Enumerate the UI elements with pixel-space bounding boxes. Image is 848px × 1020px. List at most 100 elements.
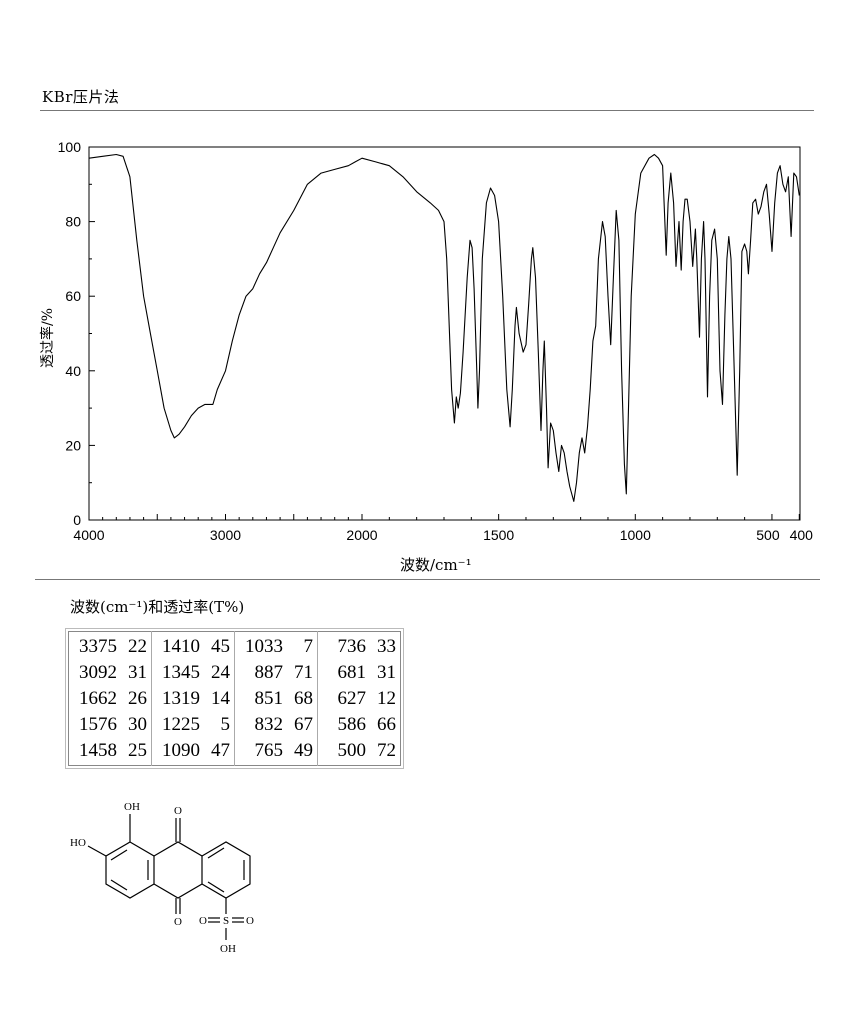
o-left-label: O bbox=[199, 915, 207, 927]
peak-transmittance: 49 bbox=[294, 740, 313, 761]
peak-transmittance: 24 bbox=[211, 662, 230, 683]
peak-entry: 1662 26 bbox=[73, 686, 147, 712]
peak-transmittance: 7 bbox=[303, 636, 314, 657]
peak-entry: 3092 31 bbox=[73, 660, 147, 686]
peak-wavenumber: 1033 bbox=[245, 636, 283, 657]
peak-wavenumber: 681 bbox=[337, 662, 367, 683]
peak-column: 1410 45 1345 24 1319 14 1225 5 1090 47 bbox=[151, 631, 235, 766]
peak-entry: 1033 7 bbox=[239, 634, 313, 660]
ho-bond-left bbox=[87, 845, 107, 857]
peak-entry: 1345 24 bbox=[156, 660, 230, 686]
peak-wavenumber: 832 bbox=[254, 714, 284, 735]
peak-entry: 1319 14 bbox=[156, 686, 230, 712]
peak-entry: 1410 45 bbox=[156, 634, 230, 660]
peak-wavenumber: 1090 bbox=[162, 740, 200, 761]
ho-left-label: HO bbox=[70, 837, 86, 849]
peak-entry: 765 49 bbox=[239, 738, 314, 764]
y-tick-label: 80 bbox=[65, 214, 81, 230]
peak-entry: 3375 22 bbox=[73, 634, 147, 660]
x-tick-label: 4000 bbox=[73, 527, 104, 543]
peak-entry: 500 72 bbox=[322, 738, 397, 764]
peak-transmittance: 47 bbox=[211, 740, 230, 761]
peak-transmittance: 26 bbox=[128, 688, 147, 709]
peak-wavenumber: 1410 bbox=[162, 636, 200, 657]
right-ring-double-1 bbox=[207, 847, 225, 859]
peak-wavenumber: 500 bbox=[337, 740, 367, 761]
y-tick-label: 20 bbox=[65, 437, 81, 453]
peak-entry: 681 31 bbox=[322, 660, 397, 686]
peak-entry: 736 33 bbox=[322, 634, 397, 660]
peak-entry: 851 68 bbox=[239, 686, 314, 712]
peak-column: 1033 7 887 71 851 68 832 67 765 49 bbox=[234, 631, 318, 766]
peak-column: 3375 22 3092 31 1662 26 1576 30 1458 25 bbox=[68, 631, 152, 766]
peak-wavenumber: 1319 bbox=[162, 688, 200, 709]
peak-entry: 832 67 bbox=[239, 712, 314, 738]
peak-transmittance: 5 bbox=[220, 714, 231, 735]
peak-transmittance: 14 bbox=[211, 688, 230, 709]
peak-wavenumber: 1345 bbox=[162, 662, 200, 683]
peak-entry: 1576 30 bbox=[73, 712, 147, 738]
spectrum-line bbox=[88, 153, 800, 502]
peak-wavenumber: 1225 bbox=[162, 714, 200, 735]
left-ring bbox=[105, 841, 155, 899]
x-tick-label: 3000 bbox=[210, 527, 241, 543]
peak-entry: 1090 47 bbox=[156, 738, 230, 764]
y-tick-label: 0 bbox=[73, 512, 81, 528]
peak-wavenumber: 1458 bbox=[79, 740, 117, 761]
peak-wavenumber: 586 bbox=[337, 714, 367, 735]
right-ring-double-3 bbox=[207, 881, 225, 893]
peak-table-caption: 波数(cm⁻¹)和透过率(T%) bbox=[70, 598, 245, 616]
peak-transmittance: 30 bbox=[128, 714, 147, 735]
left-ring-double-3 bbox=[110, 849, 128, 861]
peak-entry: 1225 5 bbox=[156, 712, 230, 738]
peak-transmittance: 12 bbox=[377, 688, 396, 709]
plot-frame bbox=[88, 146, 801, 521]
peak-transmittance: 72 bbox=[377, 740, 396, 761]
y-tick-label: 100 bbox=[58, 139, 82, 155]
peak-wavenumber: 1662 bbox=[79, 688, 117, 709]
peak-transmittance: 67 bbox=[294, 714, 313, 735]
peak-transmittance: 71 bbox=[294, 662, 313, 683]
peak-wavenumber: 887 bbox=[254, 662, 284, 683]
y-tick-label: 60 bbox=[65, 288, 81, 304]
peak-transmittance: 31 bbox=[128, 662, 147, 683]
o-top-label: O bbox=[174, 805, 182, 817]
ir-spectrum-chart: 4000 3000 2000 1500 1000 500 400 020406080100 … bbox=[39, 139, 814, 574]
peak-wavenumber: 736 bbox=[337, 636, 367, 657]
oh-top-label: OH bbox=[124, 801, 140, 813]
right-ring bbox=[201, 841, 251, 899]
peak-entry: 627 12 bbox=[322, 686, 397, 712]
peak-entry: 1458 25 bbox=[73, 738, 147, 764]
peak-transmittance: 45 bbox=[211, 636, 230, 657]
peak-wavenumber: 851 bbox=[254, 688, 284, 709]
peak-wavenumber: 3092 bbox=[79, 662, 117, 683]
peak-transmittance: 68 bbox=[294, 688, 313, 709]
peak-wavenumber: 1576 bbox=[79, 714, 117, 735]
middle-ring bbox=[153, 841, 203, 899]
x-tick-label: 500 bbox=[756, 527, 780, 543]
peak-entry: 586 66 bbox=[322, 712, 397, 738]
peak-entry: 887 71 bbox=[239, 660, 314, 686]
x-tick-label: 1000 bbox=[620, 527, 651, 543]
peak-transmittance: 33 bbox=[377, 636, 396, 657]
peak-transmittance: 31 bbox=[377, 662, 396, 683]
o-right-label: O bbox=[246, 915, 254, 927]
middle-divider bbox=[35, 579, 820, 580]
y-tick-label: 40 bbox=[65, 363, 81, 379]
peak-wavenumber: 627 bbox=[337, 688, 367, 709]
x-tick-label: 2000 bbox=[346, 527, 377, 543]
method-label: KBr压片法 bbox=[42, 88, 120, 106]
oh-bottom-label: OH bbox=[220, 943, 236, 955]
x-tick-label: 400 bbox=[790, 527, 814, 543]
peak-wavenumber: 765 bbox=[254, 740, 284, 761]
peak-column: 736 33 681 31 627 12 586 66 500 72 bbox=[318, 632, 401, 766]
peak-transmittance: 25 bbox=[128, 740, 147, 761]
x-axis-label: 波数/cm⁻¹ bbox=[400, 556, 472, 574]
peak-transmittance: 66 bbox=[377, 714, 396, 735]
s-label: S bbox=[223, 915, 229, 927]
o-bottom-label: O bbox=[174, 916, 182, 928]
molecular-structure: OH HO O O S O O OH bbox=[70, 801, 254, 955]
x-tick-label: 1500 bbox=[483, 527, 514, 543]
peak-table: 3375 22 3092 31 1662 26 1576 30 1458 25 1410 45 1345… bbox=[65, 628, 404, 769]
top-divider bbox=[40, 110, 814, 111]
